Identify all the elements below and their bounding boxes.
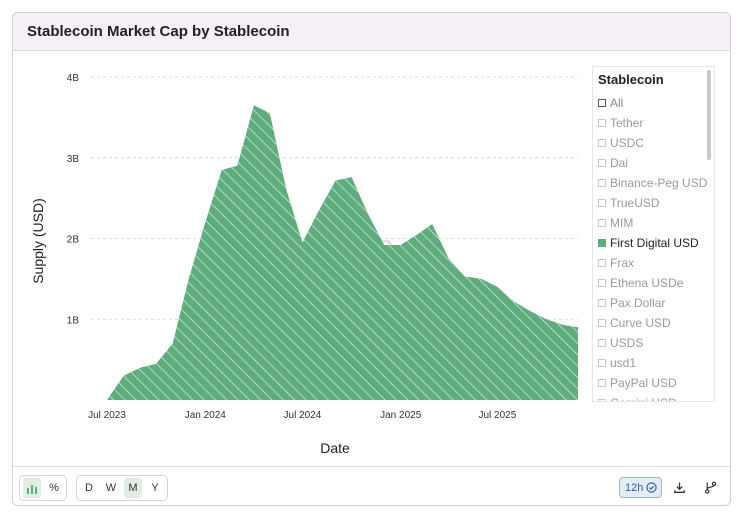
legend-checkbox[interactable] [598, 139, 606, 147]
legend-item[interactable]: PayPal USD [598, 373, 702, 393]
area-series-hatch [91, 105, 578, 401]
refresh-interval-label: 12h [625, 481, 644, 494]
legend-item-label: USDS [610, 336, 644, 350]
legend-checkbox[interactable] [598, 299, 606, 307]
series-layer [90, 105, 579, 401]
legend-item[interactable]: Dai [598, 153, 702, 173]
x-tick-label: Jan 2024 [185, 410, 227, 421]
legend-checkbox[interactable] [598, 99, 606, 107]
legend-item[interactable]: Pax Dollar [598, 293, 702, 313]
legend-checkbox[interactable] [598, 239, 606, 247]
legend-item-label: usd1 [610, 356, 637, 370]
card-title: Stablecoin Market Cap by Stablecoin [27, 23, 290, 40]
fork-button[interactable] [700, 477, 720, 497]
percent-view-button[interactable]: % [49, 482, 59, 494]
legend-item-label: Binance-Peg USD [610, 176, 708, 190]
y-axis-label: Supply (USD) [30, 198, 46, 284]
granularity-group: D W M Y [76, 475, 168, 501]
legend-item-label: Curve USD [610, 316, 671, 330]
legend-checkbox[interactable] [598, 359, 606, 367]
legend-item[interactable]: MIM [598, 213, 702, 233]
bar-chart-icon [27, 484, 37, 494]
legend-item-label: Pax Dollar [610, 296, 666, 310]
legend-checkbox[interactable] [598, 199, 606, 207]
legend-checkbox[interactable] [598, 339, 606, 347]
y-tick-label: 1B [67, 315, 80, 326]
legend-panel: Stablecoin All Tether USDC Dai Binance-Peg U… [592, 66, 715, 402]
chart-footer: % D W M Y 12h [13, 466, 730, 505]
clock-check-icon [646, 482, 658, 493]
granularity-year-button[interactable]: Y [151, 482, 159, 494]
legend-checkbox[interactable] [598, 259, 606, 267]
legend-item[interactable]: Frax [598, 253, 702, 273]
y-tick-label: 3B [67, 154, 80, 165]
x-axis-label: Date [320, 440, 350, 456]
chart-card: Stablecoin Market Cap by Stablecoin Alli… [12, 12, 731, 506]
view-mode-group: % [19, 475, 67, 501]
legend-item-label: Ethena USDe [610, 276, 684, 290]
legend-checkbox[interactable] [598, 379, 606, 387]
y-axis: 1B 2B 3B 4B [67, 73, 80, 326]
legend-item-label: MIM [610, 216, 634, 230]
bar-chart-view-button[interactable] [23, 478, 41, 498]
legend-item[interactable]: USDS [598, 333, 702, 353]
legend-scrollbar[interactable] [707, 70, 711, 160]
legend-checkbox[interactable] [598, 219, 606, 227]
legend-item-label: PayPal USD [610, 376, 677, 390]
x-tick-label: Jan 2025 [380, 410, 422, 421]
legend-title: Stablecoin [598, 72, 664, 87]
legend-item-label: Gemini USD [610, 396, 677, 401]
y-tick-label: 2B [67, 235, 80, 246]
legend-item[interactable]: Binance-Peg USD [598, 173, 707, 193]
x-tick-label: Jul 2023 [88, 410, 126, 421]
card-header: Stablecoin Market Cap by Stablecoin [13, 13, 730, 51]
legend-item[interactable]: TrueUSD [598, 193, 702, 213]
legend-item[interactable]: All [598, 93, 702, 113]
legend-item-label: All [610, 96, 624, 110]
legend-checkbox[interactable] [598, 159, 606, 167]
legend-item[interactable]: Tether [598, 113, 702, 133]
git-branch-icon [704, 481, 716, 494]
legend-item[interactable]: Ethena USDe [598, 273, 702, 293]
legend-item[interactable]: USDC [598, 133, 702, 153]
legend-item[interactable]: Curve USD [598, 313, 702, 333]
x-tick-label: Jul 2024 [284, 410, 322, 421]
x-axis: Jul 2023 Jan 2024 Jul 2024 Jan 2025 Jul 2025 [88, 410, 517, 421]
legend-list: All Tether USDC Dai Binance-Peg USD TrueUSD MI… [598, 93, 707, 401]
granularity-month-button[interactable]: M [124, 478, 142, 498]
legend-item[interactable]: Gemini USD [598, 393, 702, 401]
legend-checkbox[interactable] [598, 279, 606, 287]
granularity-week-button[interactable]: W [105, 482, 117, 494]
legend-item-label: USDC [610, 136, 645, 150]
legend-item-label: Tether [610, 116, 644, 130]
legend-item-label: Dai [610, 156, 629, 170]
legend-checkbox[interactable] [598, 319, 606, 327]
legend-item[interactable]: First Digital USD [598, 233, 702, 253]
legend-item-label: TrueUSD [610, 196, 660, 210]
download-button[interactable] [669, 477, 689, 497]
y-tick-label: 4B [67, 73, 80, 84]
refresh-interval-chip[interactable]: 12h [619, 477, 663, 498]
legend-checkbox[interactable] [598, 399, 606, 401]
download-icon [673, 482, 685, 493]
legend-item-label: Frax [610, 256, 634, 270]
legend-item-label: First Digital USD [610, 236, 699, 250]
legend-item[interactable]: usd1 [598, 353, 702, 373]
legend-checkbox[interactable] [598, 179, 606, 187]
x-tick-label: Jul 2025 [478, 410, 516, 421]
legend-checkbox[interactable] [598, 119, 606, 127]
granularity-day-button[interactable]: D [85, 482, 93, 494]
